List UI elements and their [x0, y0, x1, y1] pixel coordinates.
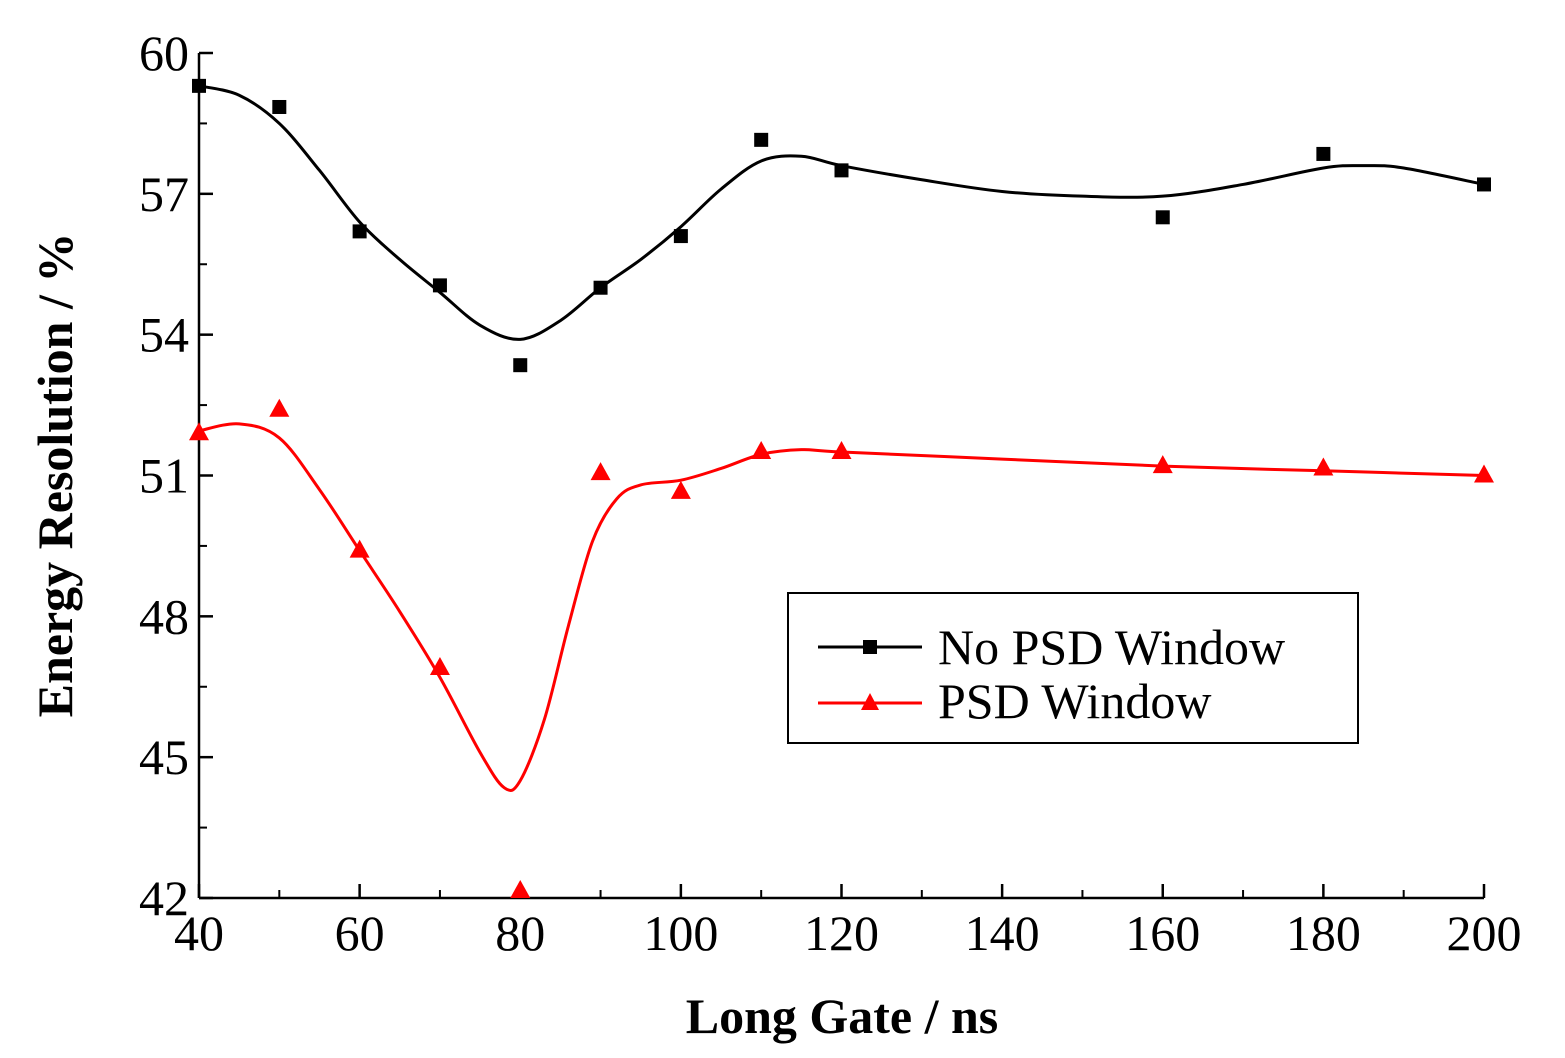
x-tick-label: 120 — [804, 905, 879, 961]
legend-label-no-psd: No PSD Window — [938, 619, 1285, 675]
data-point — [593, 280, 608, 295]
data-point — [1316, 146, 1331, 161]
y-ticks: 42 45 48 51 54 57 60 — [139, 25, 213, 926]
x-tick-label: 60 — [335, 905, 385, 961]
series-psd-window — [189, 398, 1494, 898]
x-tick-label: 180 — [1286, 905, 1361, 961]
data-point — [189, 422, 209, 441]
data-point — [272, 99, 287, 114]
x-tick-label: 140 — [965, 905, 1040, 961]
data-point — [513, 358, 528, 373]
data-point — [192, 78, 206, 93]
y-tick-label: 42 — [139, 870, 189, 926]
data-point — [831, 441, 852, 460]
data-point — [751, 441, 772, 460]
legend-marker-psd — [861, 693, 879, 710]
series-layer — [189, 78, 1494, 898]
x-tick-label: 160 — [1125, 905, 1200, 961]
y-tick-label: 48 — [139, 588, 189, 644]
x-ticks: 40 60 80 100 120 140 160 180 200 — [174, 884, 1522, 961]
y-tick-label: 45 — [139, 729, 189, 785]
x-tick-label: 40 — [174, 905, 224, 961]
legend-marker-no-psd — [863, 640, 877, 654]
data-point — [1474, 464, 1494, 483]
y-tick-label: 51 — [139, 448, 189, 504]
data-point — [754, 132, 769, 147]
data-point — [834, 163, 849, 178]
x-tick-label: 100 — [643, 905, 718, 961]
data-point — [269, 398, 290, 417]
y-tick-label: 54 — [139, 307, 189, 363]
data-point — [352, 224, 367, 239]
data-point — [670, 480, 691, 499]
data-point — [432, 278, 447, 293]
data-point — [510, 879, 531, 898]
data-point — [1313, 457, 1334, 476]
series-fit-line — [198, 84, 1485, 341]
legend-label-psd: PSD Window — [938, 673, 1212, 729]
data-point — [1155, 210, 1170, 225]
legend-box — [787, 592, 1359, 744]
data-point — [1477, 177, 1491, 192]
data-point — [429, 656, 450, 675]
x-tick-label: 80 — [495, 905, 545, 961]
data-point — [590, 462, 611, 481]
data-point — [349, 539, 370, 558]
data-point — [1152, 455, 1173, 474]
legend: No PSD Window PSD Window — [787, 592, 1359, 744]
series-no-psd-window — [192, 78, 1491, 373]
y-tick-label: 60 — [139, 25, 189, 81]
y-tick-label: 57 — [139, 166, 189, 222]
x-axis-title: Long Gate / ns — [686, 988, 999, 1044]
x-tick-label: 200 — [1447, 905, 1522, 961]
y-axis-title: Energy Resolution / % — [27, 233, 83, 718]
axes — [197, 53, 1484, 900]
data-point — [673, 229, 688, 244]
